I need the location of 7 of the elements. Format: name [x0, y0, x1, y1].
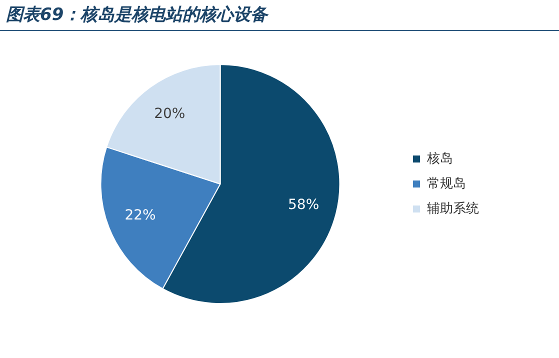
data-label: 22%	[124, 207, 156, 224]
chart-title: 图表69：核岛是核电站的核心设备	[0, 0, 559, 31]
data-label: 58%	[288, 197, 320, 214]
legend-label: 常规岛	[427, 176, 466, 192]
legend-label: 辅助系统	[427, 201, 479, 216]
legend-label: 核岛	[426, 151, 453, 166]
data-label: 20%	[154, 106, 186, 122]
